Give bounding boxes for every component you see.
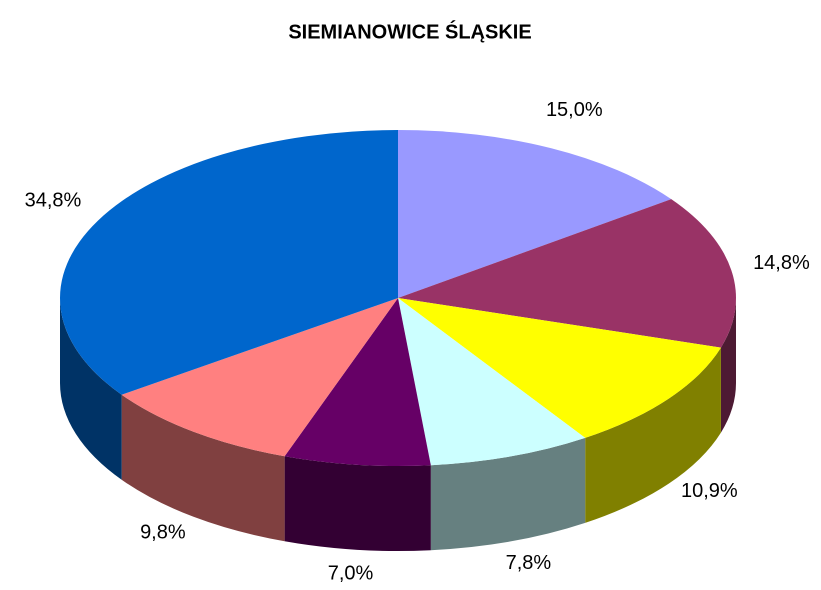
- pie-slice-side: [284, 456, 431, 551]
- data-label: 34,8%: [25, 190, 82, 212]
- data-label: 15,0%: [546, 99, 603, 121]
- data-label: 7,0%: [328, 563, 374, 585]
- pie-slice-side: [720, 298, 736, 433]
- data-label: 14,8%: [753, 252, 810, 274]
- pie-slice: [398, 199, 736, 348]
- pie-slice: [284, 298, 431, 466]
- pie-slice-side: [585, 347, 721, 523]
- pie-slice-side: [60, 298, 122, 480]
- pie-slice: [398, 298, 586, 466]
- data-label: 7,8%: [506, 552, 552, 574]
- pie-slice: [398, 130, 672, 298]
- pie-slice: [60, 130, 398, 395]
- data-label: 10,9%: [681, 480, 738, 502]
- pie-slice: [121, 298, 399, 457]
- data-label: 9,8%: [140, 522, 186, 544]
- pie-slice: [398, 298, 721, 438]
- chart-title: SIEMIANOWICE ŚLĄSKIE: [288, 19, 531, 43]
- pie-slice-side: [121, 394, 285, 542]
- pie-slice-side: [430, 437, 586, 551]
